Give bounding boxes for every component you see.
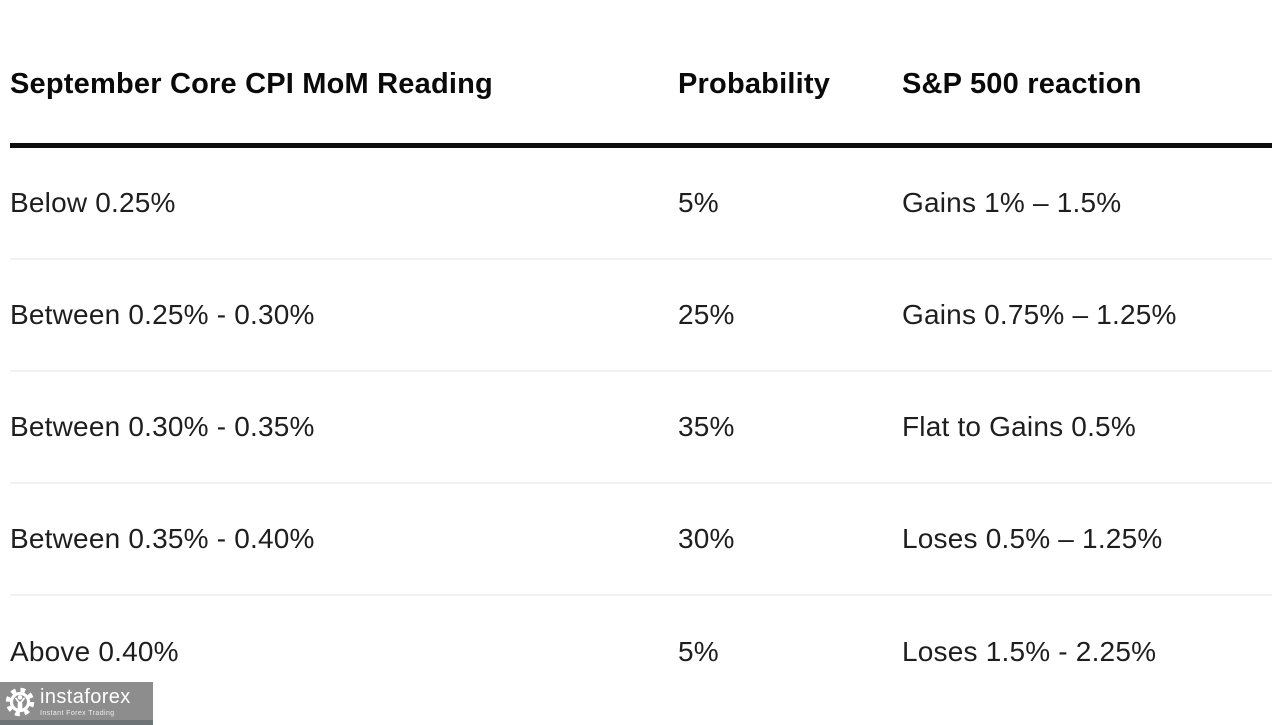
cell-probability: 30%: [678, 523, 735, 555]
watermark-tagline: Instant Forex Trading: [40, 710, 115, 717]
cell-reading: Between 0.25% - 0.30%: [10, 299, 315, 331]
cell-reading: Above 0.40%: [10, 636, 179, 668]
watermark-brand: instaforex: [40, 686, 131, 708]
column-header-reaction: S&P 500 reaction: [902, 68, 1142, 100]
cell-reaction: Loses 1.5% - 2.25%: [902, 636, 1157, 668]
table-row: Between 0.30% - 0.35% 35% Flat to Gains …: [10, 372, 1272, 485]
gear-person-icon: [5, 687, 35, 722]
table-row: Between 0.25% - 0.30% 25% Gains 0.75% – …: [10, 260, 1272, 373]
cell-reaction: Loses 0.5% – 1.25%: [902, 523, 1163, 555]
cell-probability: 5%: [678, 187, 719, 219]
cell-reading: Between 0.35% - 0.40%: [10, 523, 315, 555]
instaforex-watermark: instaforex Instant Forex Trading: [0, 682, 153, 725]
table-row: Above 0.40% 5% Loses 1.5% - 2.25%: [10, 596, 1272, 708]
cell-reaction: Gains 1% – 1.5%: [902, 187, 1122, 219]
column-header-probability: Probability: [678, 68, 831, 100]
watermark-bottom-strip: [0, 720, 153, 725]
table-row: Between 0.35% - 0.40% 30% Loses 0.5% – 1…: [10, 484, 1272, 597]
cell-probability: 5%: [678, 636, 719, 668]
cpi-probability-table: September Core CPI MoM Reading Probabili…: [10, 0, 1272, 708]
header-divider-rule: [10, 143, 1272, 149]
watermark-text-block: instaforex Instant Forex Trading: [40, 686, 131, 717]
cell-reading: Below 0.25%: [10, 187, 176, 219]
cell-probability: 35%: [678, 411, 735, 443]
cell-probability: 25%: [678, 299, 735, 331]
cell-reading: Between 0.30% - 0.35%: [10, 411, 315, 443]
cell-reaction: Flat to Gains 0.5%: [902, 411, 1136, 443]
table-row: Below 0.25% 5% Gains 1% – 1.5%: [10, 148, 1272, 261]
column-header-reading: September Core CPI MoM Reading: [10, 68, 493, 100]
cell-reaction: Gains 0.75% – 1.25%: [902, 299, 1177, 331]
table-header-row: September Core CPI MoM Reading Probabili…: [10, 0, 1272, 101]
